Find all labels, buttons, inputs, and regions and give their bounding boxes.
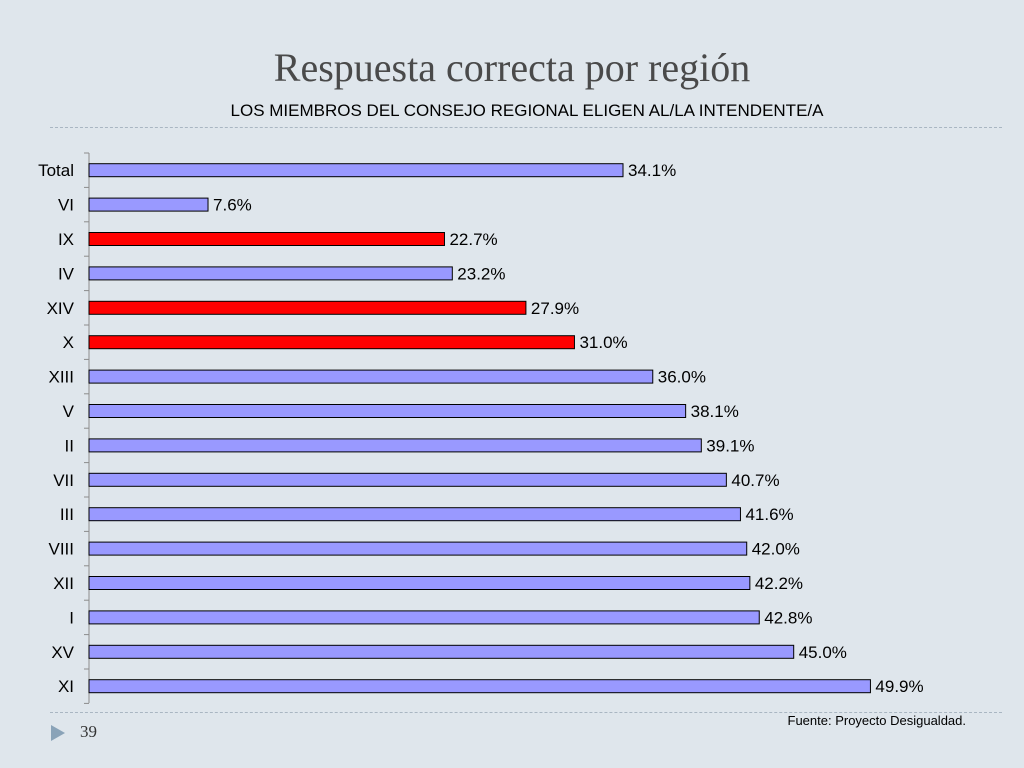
slide-title: Respuesta correcta por región [273,45,751,90]
value-labels: 34.1% 7.6% 22.7% 23.2% 27.9%31.0% 36.0% 38.1% 3… [213,161,924,696]
value-label: 45.0% [799,643,847,662]
value-label: 40.7% [731,471,779,490]
bottom-divider [50,712,1002,713]
top-divider [50,127,1002,128]
category-label: XIV [47,299,75,318]
bar-x [88,335,575,350]
value-label: 42.2% [755,574,803,593]
bar-vi [88,197,209,212]
bar-v [88,404,687,418]
category-label: II [65,436,74,455]
value-label: 42.8% [764,608,812,627]
category-label: IX [58,230,74,249]
bar-xi [88,679,871,694]
bar-total [88,163,624,178]
value-label: 7.6% [213,196,252,215]
bar-xiii [88,369,654,384]
bar-ii [88,438,702,453]
bar-vii [88,472,727,487]
chart-title: LOS MIEMBROS DEL CONSEJO REGIONAL ELIGEN… [230,101,824,120]
value-label: 23.2% [457,264,505,283]
value-label: 38.1% [691,402,739,421]
category-label: III [60,505,74,524]
bar-viii [88,541,748,556]
value-label: 49.9% [875,677,923,696]
category-label: IV [58,264,75,283]
bar-iii [88,507,741,522]
value-label: 34.1% [628,161,676,180]
category-label: I [69,608,74,627]
category-label: XV [51,643,74,662]
bar-chart: TotalVIIXIVXIVXXIIIVIIVIIIIIVIIIXIIIXVXI… [38,152,924,704]
value-label: 42.0% [752,540,800,559]
value-label: 36.0% [658,368,706,387]
category-label: VII [53,471,74,490]
bar-i [88,610,760,625]
category-label: XII [53,574,74,593]
bar-ix [88,232,445,246]
bar-xv [88,644,795,659]
category-label: VI [58,196,74,215]
value-label: 31.0% [579,333,627,352]
value-label: 27.9% [531,299,579,318]
category-label: X [63,333,74,352]
page-number: 39 [80,722,97,741]
y-axis-ticks [84,152,89,704]
bar-xii [88,576,751,590]
category-label: XI [58,677,74,696]
value-label: 41.6% [745,505,793,524]
triangle-right-icon [51,725,65,741]
bars [88,163,871,694]
value-label: 22.7% [449,230,497,249]
category-label: V [63,402,75,421]
category-label: Total [38,161,74,180]
bar-xiv [88,300,527,315]
category-label: VIII [48,540,74,559]
value-label: 39.1% [706,436,754,455]
category-label: XIII [48,368,74,387]
source-note: Fuente: Proyecto Desigualdad. [787,713,967,728]
bar-iv [88,266,453,281]
